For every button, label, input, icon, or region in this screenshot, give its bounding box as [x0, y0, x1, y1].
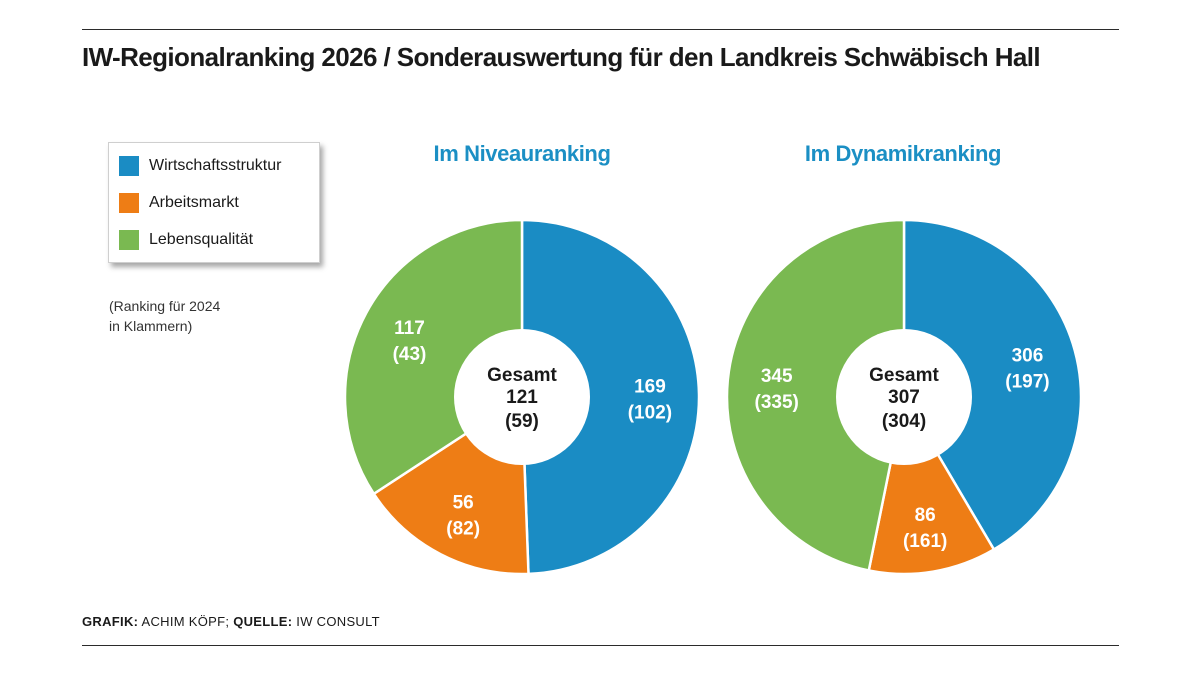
slice-prev-value-lebensqualitaet: (335) — [755, 392, 799, 413]
credit-grafik-label: GRAFIK: — [82, 614, 139, 629]
slice-value-arbeitsmarkt: 56 — [453, 493, 474, 514]
legend-label: Lebensqualität — [149, 231, 254, 248]
donut-hole — [454, 329, 590, 465]
slice-prev-value-wirtschaftsstruktur: (102) — [628, 403, 672, 424]
center-label: Gesamt — [487, 365, 557, 386]
legend-label: Wirtschaftsstruktur — [149, 157, 282, 174]
donut-hole — [836, 329, 972, 465]
legend-swatch — [119, 193, 139, 213]
center-value: 121 — [506, 387, 538, 408]
slice-value-wirtschaftsstruktur: 169 — [634, 377, 666, 398]
ranking-note: (Ranking für 2024 in Klammern) — [109, 298, 221, 334]
slice-wirtschaftsstruktur — [520, 218, 701, 576]
chart-title-niveauranking: Im Niveauranking — [433, 141, 611, 166]
credit-quelle-value: IW CONSULT — [296, 614, 380, 629]
legend-item-lebensqualitaet: Lebensqualität — [119, 229, 253, 251]
slice-wirtschaftsstruktur — [902, 218, 1083, 552]
slice-value-arbeitsmarkt: 86 — [915, 505, 936, 526]
center-value: 307 — [888, 387, 920, 408]
chart-title-dynamikranking: Im Dynamikranking — [804, 141, 1002, 166]
slice-prev-value-arbeitsmarkt: (82) — [446, 519, 480, 540]
page-title: IW-Regionalranking 2026 / Sonderauswertu… — [82, 42, 1041, 72]
slice-prev-value-lebensqualitaet: (43) — [393, 344, 427, 365]
center-prev-value: (304) — [882, 411, 926, 432]
slice-prev-value-arbeitsmarkt: (161) — [903, 531, 947, 552]
slice-prev-value-wirtschaftsstruktur: (197) — [1005, 371, 1049, 392]
top-rule — [82, 29, 1119, 30]
center-label: Gesamt — [869, 365, 939, 386]
credit-grafik-value: ACHIM KÖPF; — [141, 614, 230, 629]
credit-line: GRAFIK: ACHIM KÖPF; QUELLE: IW CONSULT — [82, 614, 380, 629]
legend-swatch — [119, 230, 139, 250]
bottom-rule — [82, 645, 1119, 646]
slice-lebensqualitaet — [725, 218, 906, 572]
legend-item-arbeitsmarkt: Arbeitsmarkt — [119, 192, 239, 214]
legend-swatch — [119, 156, 139, 176]
legend-item-wirtschaftsstruktur: Wirtschaftsstruktur — [119, 155, 281, 177]
slice-value-lebensqualitaet: 345 — [761, 366, 793, 387]
credit-quelle-label: QUELLE: — [233, 614, 293, 629]
slice-value-lebensqualitaet: 117 — [394, 318, 425, 339]
legend: Wirtschaftsstruktur Arbeitsmarkt Lebensq… — [108, 142, 320, 263]
center-prev-value: (59) — [505, 411, 539, 432]
legend-label: Arbeitsmarkt — [149, 194, 239, 211]
slice-value-wirtschaftsstruktur: 306 — [1012, 345, 1044, 366]
